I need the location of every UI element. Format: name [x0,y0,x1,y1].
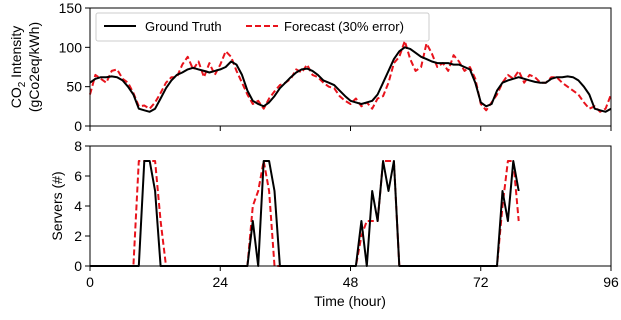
top-y-tick-labels: 0 50 100 150 [59,0,83,134]
x-tick-label: 72 [473,274,489,290]
top-plot-frame [89,7,612,127]
bottom-y-tick-labels: 0 2 4 6 8 [74,138,82,274]
top-axes-ticks [85,7,612,131]
legend-forecast-label: Forecast (30% error) [284,19,404,34]
bottom-y-tick-label: 8 [74,138,82,154]
top-y-tick-label: 50 [66,79,82,95]
bottom-series-lines [90,160,520,267]
top-panel: 0 50 100 150 CO2 Intensity (gCo2eq/kWh) Gro… [8,0,612,134]
x-tick-label: 24 [212,274,228,290]
bottom-y-label: Servers (#) [49,171,65,240]
top-y-tick-label: 0 [74,118,82,134]
top-y-tick-label: 150 [59,0,83,16]
legend: Ground Truth Forecast (30% error) [95,12,430,42]
bottom-series-ground-truth-line [90,160,520,267]
legend-ground-truth-label: Ground Truth [145,19,222,34]
top-y-label-line2: (gCo2eq/kWh) [26,22,42,112]
top-series-forecast-line [89,40,612,113]
top-series-ground-truth-line [89,46,612,113]
legend-box [95,12,430,42]
top-y-tick-label: 100 [59,39,83,55]
bottom-y-tick-label: 0 [74,258,82,274]
bottom-series-forecast-line [90,160,520,267]
x-tick-label: 96 [603,274,619,290]
x-tick-label: 48 [343,274,359,290]
x-tick-labels: 0 24 48 72 96 [86,274,619,290]
bottom-plot-frame [89,145,612,267]
bottom-y-tick-label: 4 [74,198,82,214]
top-series-lines [89,40,612,113]
bottom-y-tick-label: 6 [74,168,82,184]
x-tick-label: 0 [86,274,94,290]
bottom-y-tick-label: 2 [74,228,82,244]
x-axis-label: Time (hour) [314,293,386,309]
top-y-label-line1: CO2 Intensity [8,26,28,109]
